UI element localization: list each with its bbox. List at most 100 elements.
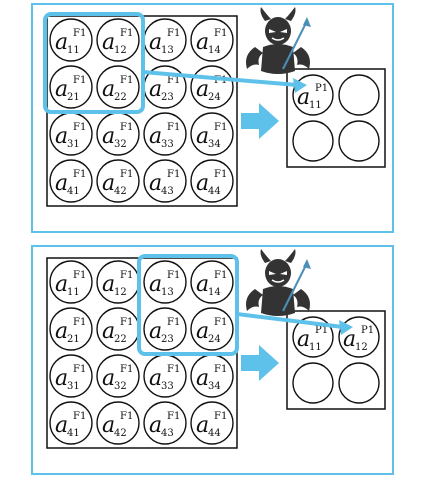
svg-text:a: a [297,327,310,352]
pooled-cell-label-11: a P1 11 [297,325,328,353]
svg-text:a: a [196,171,209,196]
feature-cell-label-32: a F1 32 [102,122,133,150]
connector-line [236,312,344,329]
svg-text:F1: F1 [167,411,180,422]
svg-text:43: 43 [161,186,174,197]
svg-text:14: 14 [208,287,221,298]
svg-text:a: a [149,124,162,149]
feature-cell-label-43: a F1 43 [149,169,180,197]
svg-text:a: a [196,124,209,149]
feature-cell-label-34: a F1 34 [196,122,227,150]
svg-text:22: 22 [114,92,127,103]
feature-cell-33 [143,112,187,156]
feature-cell-23 [143,307,187,351]
svg-text:a: a [149,272,162,297]
svg-text:F1: F1 [73,75,86,86]
svg-text:F1: F1 [73,169,86,180]
svg-text:a: a [343,327,356,352]
svg-text:a: a [149,413,162,438]
feature-cell-label-41: a F1 41 [55,169,86,197]
pooling-step-1-diagram: aF111aF112aF113aF114aF121aF122aF123aF124… [43,7,386,207]
feature-cell-label-43: a F1 43 [149,411,180,439]
feature-cell-label-44: a F1 44 [196,169,227,197]
svg-text:F1: F1 [73,122,86,133]
svg-text:a: a [102,272,115,297]
svg-text:a: a [149,171,162,196]
panel-step-2: a F1 11 a F1 12 a F1 13 a F1 14 a F1 21 a F1 22 a F1 23 a F1 24… [31,245,394,475]
feature-cell-14 [190,18,234,62]
svg-text:42: 42 [114,428,127,439]
svg-text:F1: F1 [167,28,180,39]
pooled-cell-label-11: a P1 11 [297,83,328,111]
feature-cell-label-22: a F1 22 [102,317,133,345]
feature-cell-label-41: a F1 41 [55,411,86,439]
feature-cell-label-32: a F1 32 [102,364,133,392]
svg-text:F1: F1 [167,270,180,281]
feature-cell-14 [190,260,234,304]
svg-text:F1: F1 [167,169,180,180]
svg-text:a: a [102,319,115,344]
svg-text:F1: F1 [167,75,180,86]
svg-text:F1: F1 [167,122,180,133]
feature-cell-44 [190,159,234,203]
svg-text:a: a [196,30,209,55]
feature-cell-label-22: a F1 22 [102,75,133,103]
svg-text:F1: F1 [214,411,227,422]
pooling-window-highlight [137,254,239,356]
svg-text:P1: P1 [315,83,328,94]
svg-text:42: 42 [114,186,127,197]
feature-cell-label-34: a F1 34 [196,364,227,392]
connector-arrowhead [293,78,307,93]
connector-arrowhead [339,320,353,335]
svg-text:a: a [196,413,209,438]
feature-cell-label-23: a F1 23 [149,317,180,345]
svg-text:a: a [55,77,68,102]
svg-text:21: 21 [67,334,80,345]
svg-text:F1: F1 [120,364,133,375]
feature-cell-13 [143,260,187,304]
svg-text:33: 33 [161,139,174,150]
svg-text:a: a [196,77,209,102]
svg-text:F1: F1 [73,270,86,281]
svg-text:a: a [55,319,68,344]
svg-text:F1: F1 [73,364,86,375]
svg-text:F1: F1 [120,317,133,328]
svg-text:24: 24 [208,92,221,103]
feature-cell-label-31: a F1 31 [55,122,86,150]
feature-cell-22 [96,65,140,109]
svg-text:a: a [149,319,162,344]
svg-text:31: 31 [67,139,80,150]
pooled-cell [338,74,380,116]
svg-text:F1: F1 [167,364,180,375]
svg-text:a: a [55,366,68,391]
svg-text:13: 13 [161,287,174,298]
svg-text:11: 11 [67,45,80,56]
svg-text:F1: F1 [214,28,227,39]
svg-text:F1: F1 [214,317,227,328]
svg-text:32: 32 [114,139,127,150]
svg-text:a: a [55,413,68,438]
feature-cell-42 [96,159,140,203]
svg-text:a: a [149,77,162,102]
pooled-cell [338,362,380,404]
feature-cell-label-21: a F1 21 [55,317,86,345]
feature-cell-label-24: a F1 24 [196,317,227,345]
pooled-cell [338,120,380,162]
svg-text:a: a [297,85,310,110]
devil-icon [246,7,311,74]
feature-cell-label-12: a F1 12 [102,28,133,56]
panel-step-1: aF111aF112aF113aF114aF121aF122aF123aF124… [31,3,394,233]
pooled-map-frame [286,68,386,168]
pooled-cell [292,120,334,162]
svg-text:34: 34 [208,381,221,392]
svg-text:F1: F1 [214,169,227,180]
svg-text:a: a [149,30,162,55]
feature-cell-label-42: a F1 42 [102,169,133,197]
pooled-cell [292,362,334,404]
svg-text:24: 24 [208,334,221,345]
feature-cell-label-12: a F1 12 [102,270,133,298]
feature-cell-44 [190,401,234,445]
feature-cell-label-33: a F1 33 [149,122,180,150]
svg-text:44: 44 [208,186,221,197]
pooled-cell-label-12: a P1 12 [343,325,374,353]
